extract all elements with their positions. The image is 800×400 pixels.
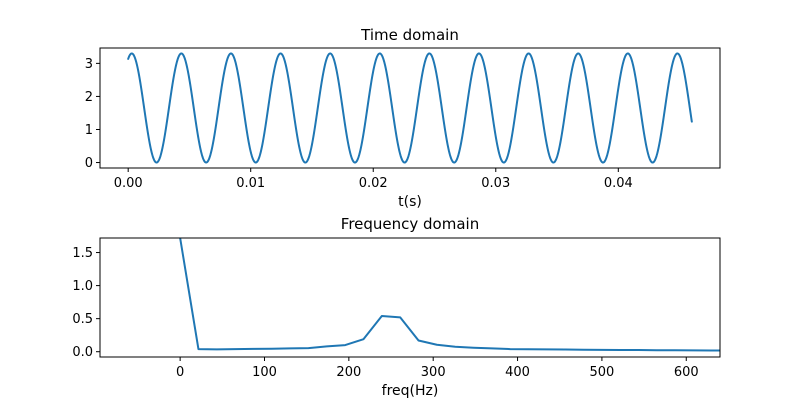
frequency-domain-xtick-label: 300 [421, 365, 446, 380]
frequency-domain-ytick-label: 0.0 [72, 345, 93, 360]
time-domain-xtick-label: 0.04 [604, 176, 633, 191]
time-domain-xtick-label: 0.03 [481, 176, 510, 191]
time-domain-xlabel: t(s) [398, 194, 422, 210]
frequency-domain-title: Frequency domain [341, 215, 479, 233]
frequency-domain-series-line [179, 238, 720, 352]
time-domain-series-line [127, 52, 693, 164]
time-domain-ytick-label: 1 [85, 123, 93, 138]
frequency-domain-xtick-label: 0 [176, 365, 184, 380]
time-domain-plot: Time domain 0.00 0.01 0.02 0.03 0.04 0 1 2 3 t(s… [85, 26, 721, 210]
frequency-domain-xlabel: freq(Hz) [382, 383, 439, 399]
time-domain-title: Time domain [360, 26, 459, 44]
frequency-domain-xtick-label: 500 [589, 365, 614, 380]
frequency-domain-xtick-label: 200 [336, 365, 361, 380]
frequency-domain-xtick-label: 600 [674, 365, 699, 380]
frequency-domain-ytick-label: 0.5 [72, 312, 93, 327]
frequency-domain-ticks: 0 100 200 300 400 500 600 0.0 0.5 1.0 1.5 [72, 246, 698, 380]
frequency-domain-xtick-label: 400 [505, 365, 530, 380]
frequency-domain-plot: Frequency domain 0 100 200 300 400 500 6000.00… [72, 215, 721, 399]
time-domain-xtick-label: 0.01 [236, 176, 265, 191]
time-domain-ytick-label: 2 [85, 90, 93, 105]
frequency-domain-ytick-label: 1.5 [72, 246, 93, 261]
frequency-domain-xtick-label: 100 [252, 365, 277, 380]
time-domain-axes-frame [99, 47, 721, 169]
time-domain-xtick-label: 0.02 [359, 176, 388, 191]
time-domain-ytick-label: 0 [85, 156, 93, 171]
time-domain-ticks: 0.00 0.01 0.02 0.03 0.04 0 1 2 3 [85, 57, 633, 191]
frequency-domain-ytick-label: 1.0 [72, 279, 93, 294]
frequency-domain-axes-frame [99, 237, 721, 358]
time-domain-ytick-label: 3 [85, 57, 93, 72]
time-domain-xtick-label: 0.00 [114, 176, 143, 191]
